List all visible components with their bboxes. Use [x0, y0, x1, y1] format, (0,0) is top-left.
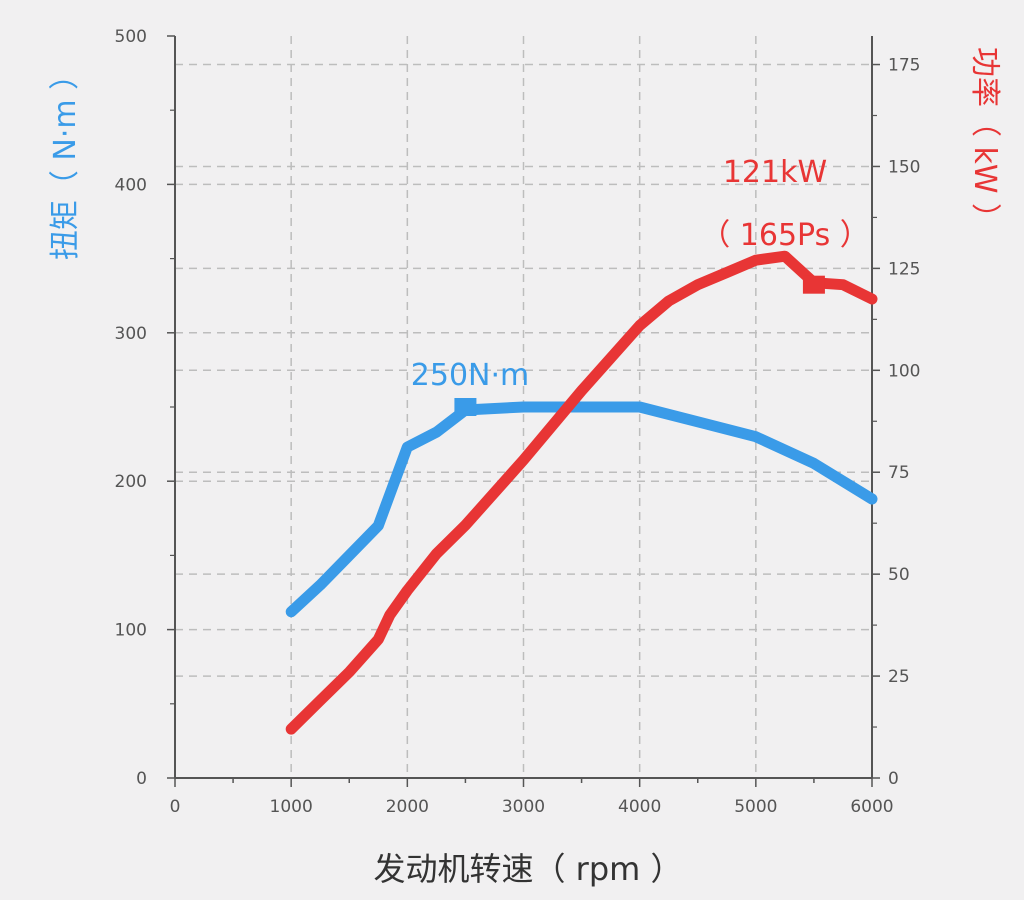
x-axis-title: 发动机转速（ rpm ） [374, 850, 683, 888]
left-axis-ticks: 0 100 200 300 400 500 [115, 27, 175, 789]
x-tick-label: 5000 [734, 797, 777, 817]
right-tick-label: 100 [888, 361, 920, 381]
right-tick-label: 175 [888, 56, 920, 76]
power-curve [285, 250, 878, 735]
left-tick-label: 400 [115, 175, 147, 195]
torque-peak-marker [454, 398, 477, 416]
right-tick-label: 50 [888, 565, 910, 585]
left-tick-label: 300 [115, 324, 147, 344]
power-peak-marker [802, 275, 825, 294]
data-series [285, 250, 878, 735]
right-tick-label: 150 [888, 157, 920, 177]
x-tick-label: 2000 [386, 797, 429, 817]
x-axis-ticks: 0 1000 2000 3000 4000 5000 6000 [170, 778, 894, 817]
x-tick-label: 0 [170, 797, 181, 817]
right-tick-label: 0 [888, 769, 899, 789]
left-axis-title: 扭矩（ N·m ） [48, 60, 83, 260]
x-tick-label: 6000 [850, 797, 893, 817]
left-tick-label: 0 [136, 769, 147, 789]
x-tick-label: 1000 [270, 797, 313, 817]
right-axis-ticks: 0 25 50 75 100 125 150 175 [872, 56, 920, 789]
left-tick-label: 200 [115, 472, 147, 492]
torque-peak-label: 250N·m [411, 358, 529, 393]
right-tick-label: 125 [888, 259, 920, 279]
left-tick-label: 100 [115, 621, 147, 641]
power-peak-label-kw: 121kW [723, 155, 827, 190]
x-tick-label: 4000 [618, 797, 661, 817]
torque-curve [285, 401, 878, 618]
left-tick-label: 500 [115, 27, 147, 47]
x-tick-label: 3000 [502, 797, 545, 817]
right-axis-title: 功率（ kW ） [967, 47, 1002, 233]
right-tick-label: 25 [888, 667, 910, 687]
power-peak-label-ps: （ 165Ps ） [700, 218, 870, 253]
right-tick-label: 75 [888, 463, 910, 483]
